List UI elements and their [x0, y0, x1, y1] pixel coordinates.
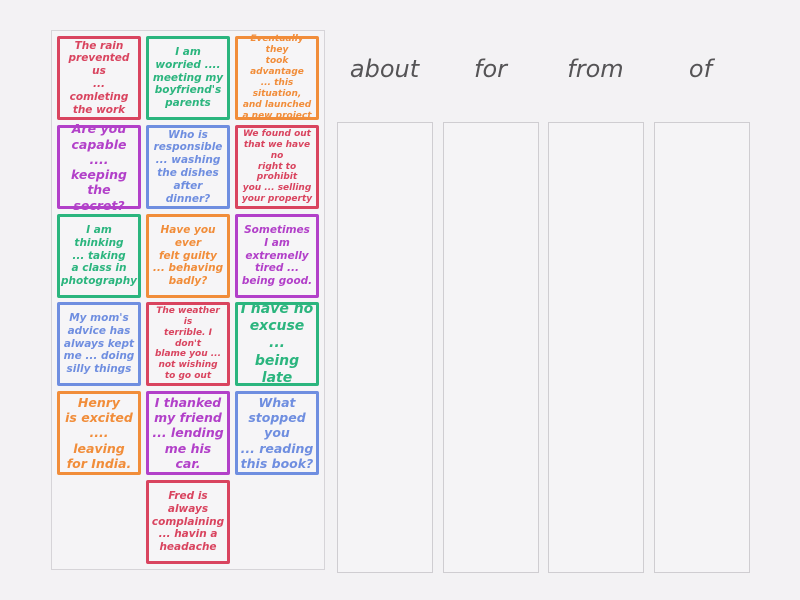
card-kept-doing[interactable]: My mom's advice has always kept me ... d…	[57, 302, 141, 386]
card-worried-meeting[interactable]: I am worried .... meeting my boyfriend's…	[146, 36, 230, 120]
category-heading-about: about	[349, 55, 420, 83]
card-tired-being-good[interactable]: Sometimes I am extremelly tired ... bein…	[235, 214, 319, 298]
dropzone-for[interactable]	[443, 122, 539, 573]
card-excuse-being-late[interactable]: I have no excuse ... being late	[235, 301, 319, 386]
card-thinking-taking[interactable]: I am thinking ... taking a class in phot…	[57, 214, 141, 298]
dropzone-from[interactable]	[548, 122, 644, 573]
card-responsible-washing[interactable]: Who is responsible ... washing the dishe…	[146, 125, 230, 209]
card-thanked-lending[interactable]: I thanked my friend ... lending me his c…	[146, 391, 230, 475]
card-excited-leaving[interactable]: Henry is excited .... leaving for India.	[57, 391, 141, 475]
card-blame-not-wishing[interactable]: The weather is terrible. I don't blame y…	[146, 302, 230, 386]
card-rain-completing[interactable]: The rain prevented us ... comleting the …	[57, 36, 141, 120]
card-capable-keeping[interactable]: Are you capable .... keeping the secret?	[57, 121, 141, 213]
card-guilty-behaving[interactable]: Have you ever felt guilty ... behaving b…	[146, 214, 230, 298]
card-prohibit-selling[interactable]: We found out that we have no right to pr…	[235, 125, 319, 209]
category-heading-for: for	[474, 55, 507, 83]
dropzone-about[interactable]	[337, 122, 433, 573]
category-heading-from: from	[567, 55, 624, 83]
card-stopped-reading[interactable]: What stopped you ... reading this book?	[235, 391, 319, 475]
card-complaining-having[interactable]: Fred is always complaining ... havin a h…	[146, 480, 230, 564]
category-heading-of: of	[688, 55, 713, 83]
card-advantage-situation[interactable]: Eventually they took advantage ... this …	[235, 34, 319, 121]
dropzone-of[interactable]	[654, 122, 750, 573]
